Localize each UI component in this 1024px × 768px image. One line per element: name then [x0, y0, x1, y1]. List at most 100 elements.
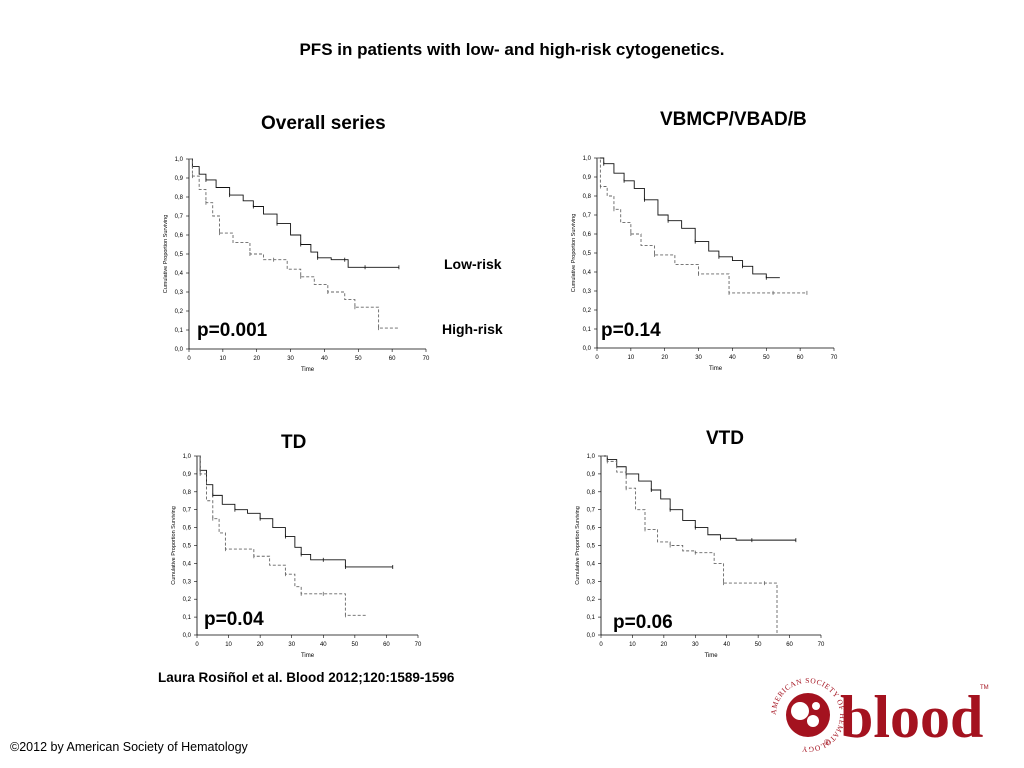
citation: Laura Rosiñol et al. Blood 2012;120:1589… [158, 670, 455, 685]
x-tick-label: 70 [831, 355, 838, 361]
y-tick-label: 0,2 [183, 597, 192, 603]
y-tick-label: 0,6 [583, 232, 592, 238]
y-tick-label: 0,2 [583, 308, 592, 314]
y-tick-label: 0,4 [583, 270, 592, 276]
km-curve-high-risk [601, 455, 778, 635]
x-tick-label: 10 [629, 642, 636, 648]
x-tick-label: 0 [595, 355, 599, 361]
km-chart-vbmcp: 0,0 0,1 0,2 0,3 0,4 0,5 0,6 0,7 0,8 0,9 1,0 0 10 20 30… [571, 156, 838, 372]
y-tick-label: 0,1 [183, 615, 192, 621]
y-tick-label: 0,8 [583, 194, 592, 200]
slide-title: PFS in patients with low- and high-risk … [299, 40, 725, 59]
y-tick-label: 0,1 [175, 328, 184, 334]
y-tick-label: 0,9 [583, 175, 592, 181]
panel-title-td: TD [281, 432, 307, 453]
blood-journal-logo: AMERICAN SOCIETY OF HEMATOLOGY blood TM … [769, 676, 989, 754]
x-tick-label: 70 [423, 356, 430, 362]
y-tick-label: 0,2 [175, 309, 184, 315]
y-tick-label: 0,5 [583, 251, 592, 257]
x-tick-label: 10 [628, 355, 635, 361]
km-curve-low-risk [197, 455, 393, 568]
seal-cell [791, 702, 809, 720]
x-tick-label: 30 [692, 642, 699, 648]
x-axis-label: Time [704, 653, 718, 659]
y-tick-label: 0,7 [587, 508, 596, 514]
legend-low-risk: Low-risk [444, 256, 502, 272]
y-tick-label: 0,6 [183, 526, 192, 532]
x-tick-label: 20 [661, 642, 668, 648]
y-tick-label: 0,9 [175, 176, 184, 182]
y-axis-label: Cumulative Proportion Surviving [575, 506, 581, 585]
x-tick-label: 30 [287, 356, 294, 362]
x-tick-label: 70 [818, 642, 825, 648]
y-axis-label: Cumulative Proportion Surviving [171, 506, 177, 585]
x-axis-label: Time [301, 367, 315, 373]
y-tick-label: 0,4 [175, 271, 184, 277]
x-tick-label: 60 [786, 642, 793, 648]
y-tick-label: 0,0 [583, 346, 592, 352]
y-tick-label: 0,8 [587, 490, 596, 496]
x-tick-label: 0 [599, 642, 603, 648]
y-tick-label: 0,5 [587, 544, 596, 550]
y-tick-label: 0,7 [183, 508, 192, 514]
y-tick-label: 0,0 [587, 633, 596, 639]
y-axis-label: Cumulative Proportion Surviving [163, 215, 169, 294]
y-tick-label: 0,9 [587, 472, 596, 478]
y-tick-label: 0,1 [587, 615, 596, 621]
y-tick-label: 0,7 [175, 214, 184, 220]
km-curve-low-risk [597, 157, 780, 279]
seal-cell [812, 702, 820, 710]
km-curve-high-risk [189, 158, 399, 329]
y-tick-label: 0,6 [175, 233, 184, 239]
y-tick-label: 0,4 [587, 561, 596, 567]
p-value-td: p=0.04 [204, 609, 264, 630]
y-tick-label: 1,0 [583, 156, 592, 162]
y-tick-label: 0,2 [587, 597, 596, 603]
y-tick-label: 0,9 [183, 472, 192, 478]
y-tick-label: 0,5 [183, 544, 192, 550]
x-tick-label: 60 [383, 642, 390, 648]
y-tick-label: 0,5 [175, 252, 184, 258]
y-tick-label: 0,3 [583, 289, 592, 295]
x-tick-label: 40 [729, 355, 736, 361]
x-tick-label: 50 [755, 642, 762, 648]
km-curve-high-risk [197, 455, 368, 616]
y-tick-label: 0,4 [183, 561, 192, 567]
x-tick-label: 0 [187, 356, 191, 362]
registered-symbol: ® [824, 738, 830, 747]
km-chart-overall-series: 0,0 0,1 0,2 0,3 0,4 0,5 0,6 0,7 0,8 0,9 1,0 0 10 20 30… [163, 157, 430, 373]
x-tick-label: 60 [797, 355, 804, 361]
y-tick-label: 1,0 [175, 157, 184, 163]
x-tick-label: 60 [389, 356, 396, 362]
y-tick-label: 1,0 [587, 454, 596, 460]
y-tick-label: 0,3 [587, 579, 596, 585]
copyright: ©2012 by American Society of Hematology [10, 740, 248, 754]
x-tick-label: 20 [253, 356, 260, 362]
x-tick-label: 50 [763, 355, 770, 361]
p-value-overall: p=0.001 [197, 320, 268, 341]
x-tick-label: 40 [723, 642, 730, 648]
y-tick-label: 0,3 [183, 579, 192, 585]
y-tick-label: 0,8 [183, 490, 192, 496]
panel-title-vbmcp: VBMCP/VBAD/B [660, 109, 807, 130]
x-tick-label: 40 [320, 642, 327, 648]
km-curve-low-risk [189, 158, 399, 268]
x-tick-label: 30 [288, 642, 295, 648]
y-tick-label: 0,1 [583, 327, 592, 333]
x-tick-label: 10 [220, 356, 227, 362]
x-tick-label: 30 [695, 355, 702, 361]
km-curve-high-risk [597, 157, 807, 294]
x-tick-label: 10 [225, 642, 232, 648]
y-tick-label: 0,6 [587, 526, 596, 532]
p-value-vtd: p=0.06 [613, 612, 673, 633]
y-tick-label: 0,0 [183, 633, 192, 639]
y-tick-label: 0,0 [175, 347, 184, 353]
km-curve-low-risk [601, 455, 796, 541]
seal-cell [807, 715, 819, 727]
legend-high-risk: High-risk [442, 321, 503, 337]
y-axis-label: Cumulative Proportion Surviving [571, 214, 577, 293]
x-tick-label: 20 [661, 355, 668, 361]
x-axis-label: Time [709, 366, 723, 372]
y-tick-label: 0,8 [175, 195, 184, 201]
y-tick-label: 0,7 [583, 213, 592, 219]
